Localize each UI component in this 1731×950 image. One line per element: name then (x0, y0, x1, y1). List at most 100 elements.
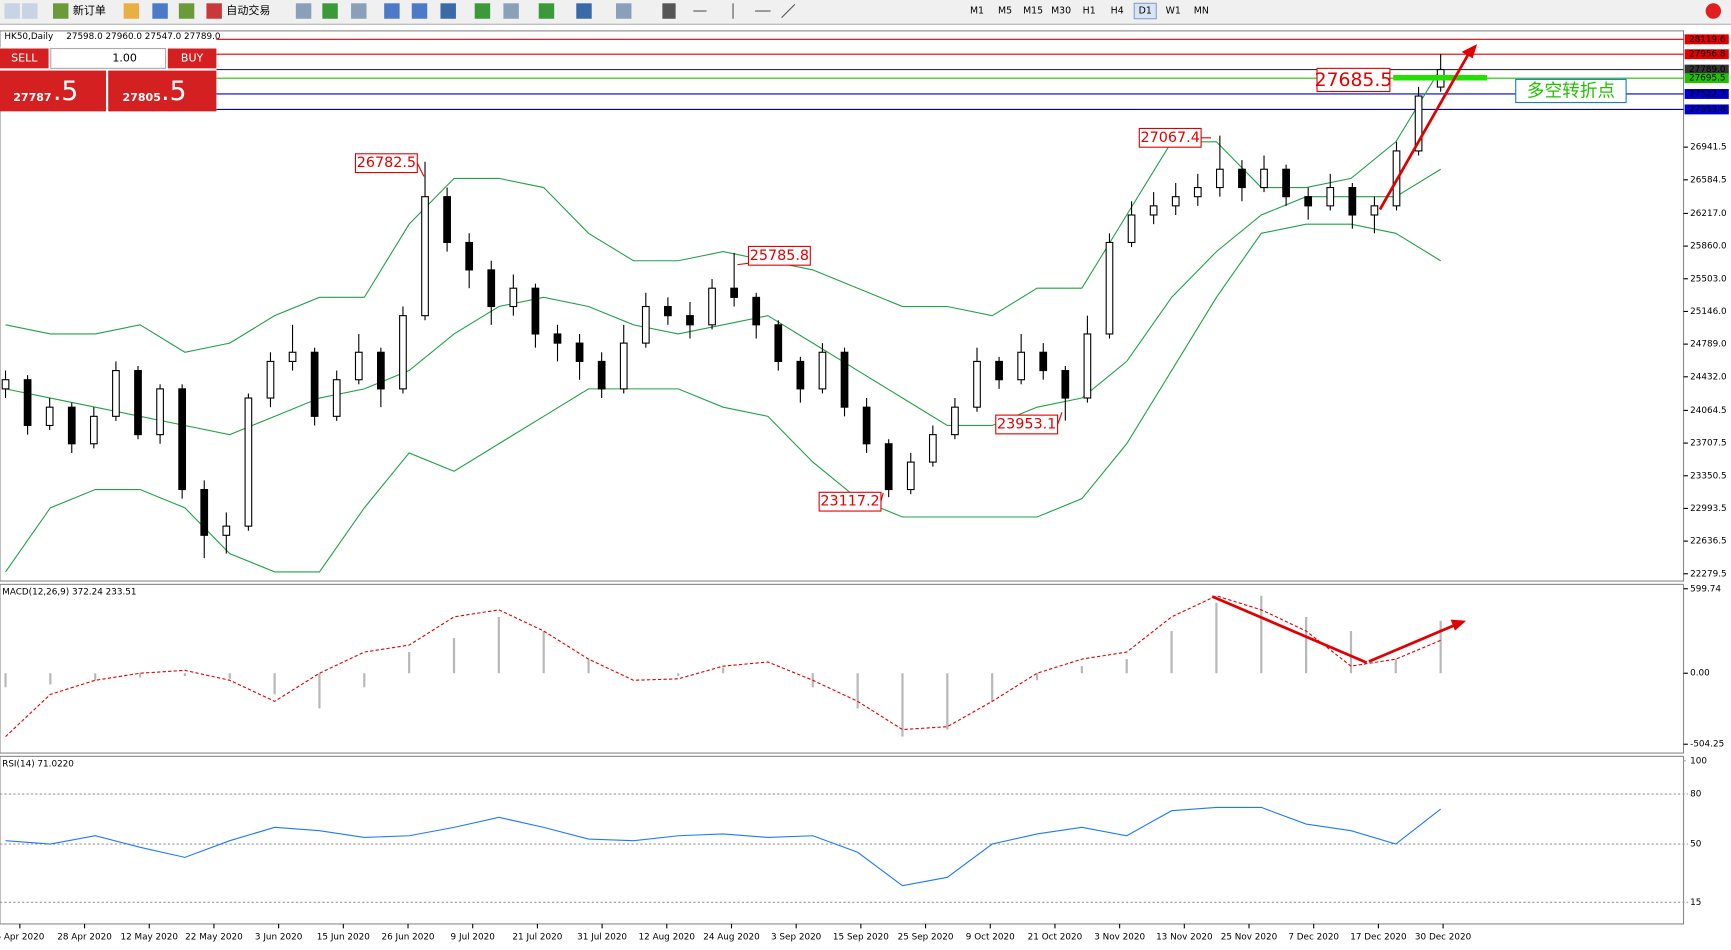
sell-price-box[interactable] (0, 70, 106, 112)
annotation: 23953.1 (997, 416, 1056, 432)
timeframe-button[interactable]: M1 (970, 6, 984, 17)
y-tick-label: 24064.5 (1690, 406, 1726, 416)
timeframe-button[interactable]: MN (1194, 6, 1209, 17)
price-tag-label: 27353.8 (1689, 105, 1725, 115)
y-tick-label: 599.74 (1690, 584, 1721, 594)
macd-bar (183, 673, 187, 677)
timeframe-button[interactable]: H1 (1083, 6, 1096, 17)
arrowhead (1461, 44, 1478, 59)
notification[interactable] (1705, 3, 1722, 19)
price-tag-label: 27789.0 (1689, 65, 1726, 75)
candle-body (1105, 241, 1114, 335)
symbol-title: HK50,Daily (4, 32, 53, 42)
candle-body (730, 287, 738, 298)
icon (616, 3, 632, 19)
y-tick-label: 25860.0 (1690, 242, 1727, 252)
candle-body (200, 488, 209, 536)
candle-body (266, 360, 275, 399)
candle-body (288, 351, 297, 362)
x-tick-label: 28 Apr 2020 (57, 933, 112, 943)
macd-bar (721, 667, 725, 674)
annotation-box (995, 414, 1059, 435)
candle-body (619, 342, 628, 390)
y-tick-label: 15 (1690, 898, 1701, 908)
candle-body (23, 379, 32, 427)
buy-label[interactable]: BUY (181, 51, 204, 64)
x-tick-label: 22 May 2020 (185, 933, 243, 943)
x-tick-label: 25 Sep 2020 (898, 933, 954, 943)
sell-button[interactable] (0, 48, 49, 69)
timeframe-button[interactable]: M5 (998, 6, 1012, 17)
y-tick-label: 24432.0 (1690, 372, 1727, 382)
x-tick-label: 3 Sep 2020 (771, 933, 822, 943)
candle-body (156, 388, 164, 436)
note: 多空转折点 (1527, 81, 1615, 102)
annotation: 23117.2 (820, 494, 879, 510)
volume-input[interactable] (50, 47, 167, 69)
timeframe-button[interactable]: H4 (1111, 6, 1124, 17)
buy-button[interactable] (167, 48, 217, 69)
candle-body (310, 351, 319, 417)
macd-bar (94, 673, 97, 681)
candle-body (531, 287, 540, 335)
y-tick-label: 22279.5 (1690, 569, 1726, 579)
price-tag-label: 27956.8 (1689, 50, 1725, 60)
x-tick-label: 15 Sep 2020 (833, 933, 889, 943)
macd-bar (273, 673, 276, 695)
new-order-button[interactable]: 新订单 (73, 3, 106, 17)
timeframe-button[interactable]: W1 (1166, 6, 1181, 17)
macd-bar (991, 673, 994, 702)
y-tick-label: 26941.5 (1690, 143, 1726, 153)
rsi-panel (0, 755, 1685, 925)
macd-bar (856, 673, 859, 709)
annotation: 26782.5 (357, 155, 416, 171)
macd-bar (677, 673, 680, 677)
x-tick-label: 6 Apr 2020 (0, 933, 45, 943)
candle-body (1238, 168, 1246, 189)
y-tick-label: 25146.0 (1690, 307, 1727, 317)
y-tick-label: 0.00 (1690, 669, 1710, 679)
candle-body (443, 196, 451, 244)
timeframe-button[interactable]: M30 (1051, 6, 1071, 17)
y-tick-label: 26584.5 (1690, 175, 1726, 185)
timeframe-button[interactable]: M15 (1023, 6, 1043, 17)
macd-bar (901, 673, 904, 737)
candle-body (332, 379, 341, 417)
candle-body (1017, 351, 1026, 381)
timeframe-button[interactable]: D1 (1139, 6, 1152, 17)
arrow-down (1211, 595, 1368, 664)
macd-bar (1349, 630, 1353, 674)
x-tick-label: 3 Jun 2020 (255, 933, 303, 943)
y-tick-label: 50 (1690, 840, 1702, 850)
candle-body (399, 315, 407, 390)
sell-label[interactable]: SELL (11, 51, 38, 64)
highlight-bar (1393, 74, 1488, 81)
price-tag (1684, 34, 1729, 45)
candle-body (1039, 351, 1048, 372)
icon (662, 3, 676, 19)
icon (384, 3, 400, 19)
macd-bar (1035, 673, 1039, 681)
x-tick-label: 15 Jun 2020 (317, 933, 370, 943)
macd-bar (1215, 602, 1218, 674)
icon (411, 3, 428, 19)
macd-bar (1170, 630, 1173, 674)
candle-body (354, 351, 363, 381)
icon (440, 3, 456, 19)
macd-bar (1394, 659, 1397, 674)
candle-body (1260, 168, 1268, 189)
macd-bar (1260, 595, 1263, 674)
auto-trading-button[interactable]: 自动交易 (226, 3, 270, 17)
volume[interactable]: 1.00 (112, 51, 137, 64)
x-tick-label: 21 Jul 2020 (512, 933, 562, 943)
candle-body (1149, 205, 1158, 216)
y-tick-label: 22636.5 (1690, 537, 1726, 547)
candle-body (597, 360, 606, 390)
macd-bar (542, 630, 545, 674)
bollinger-lower (5, 223, 1441, 573)
candle-body (995, 360, 1003, 381)
icon (123, 3, 140, 19)
y-tick-label: 23350.5 (1690, 471, 1726, 481)
buy-price-box[interactable] (108, 70, 217, 112)
